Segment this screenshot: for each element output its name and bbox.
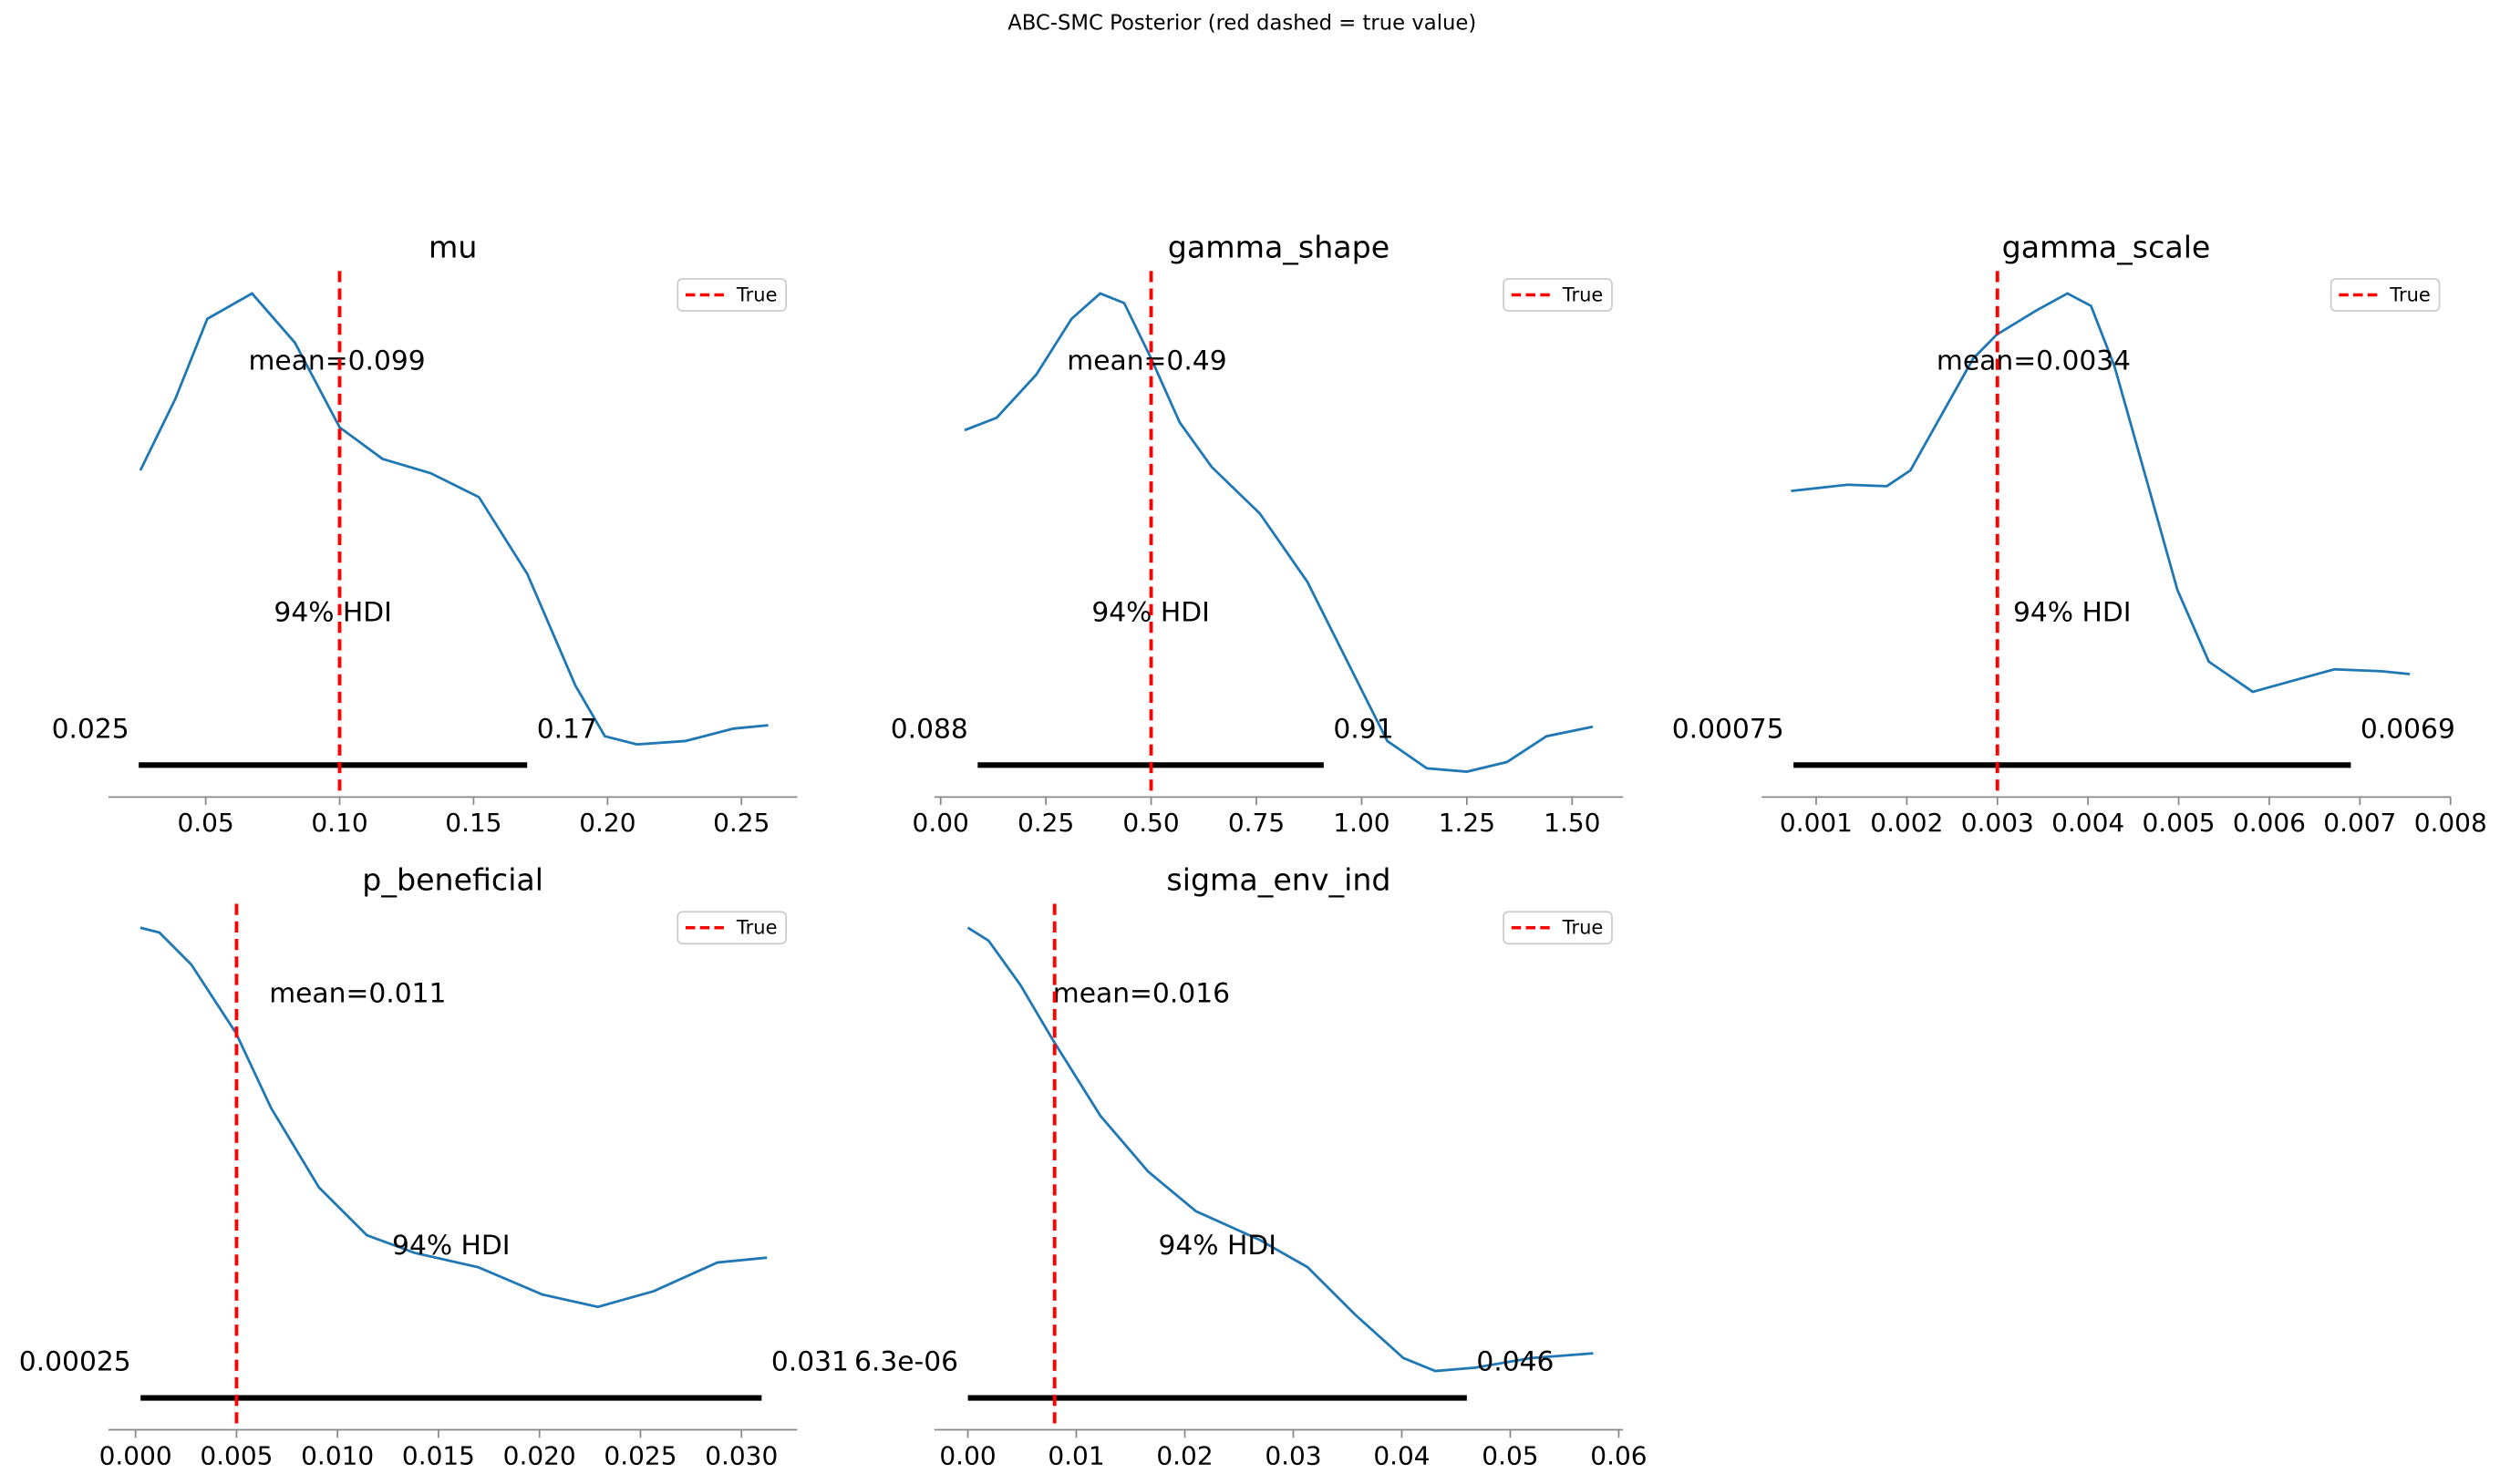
x-tick-label: 0.25 <box>713 808 770 838</box>
panel-title: sigma_env_ind <box>1166 862 1390 898</box>
x-tick-label: 1.25 <box>1439 808 1495 838</box>
density-curve <box>966 926 1594 1373</box>
x-tick-label: 0.06 <box>1590 1440 1647 1470</box>
x-tick-label: 0.000 <box>99 1440 172 1470</box>
x-tick-label: 0.020 <box>503 1440 576 1470</box>
legend-label: True <box>1562 917 1604 939</box>
x-tick-label: 0.75 <box>1228 808 1285 838</box>
x-tick-label: 0.008 <box>2414 808 2487 838</box>
x-tick-label: 0.00 <box>913 808 969 838</box>
hdi-upper-label: 0.0069 <box>2361 713 2455 745</box>
hdi-text: 94% HDI <box>392 1230 511 1262</box>
x-tick-label: 0.04 <box>1373 1440 1430 1470</box>
legend-box <box>1503 278 1613 312</box>
x-tick-label: 0.005 <box>2143 808 2216 838</box>
x-tick-label: 0.015 <box>402 1440 475 1470</box>
x-tick-label: 0.02 <box>1156 1440 1213 1470</box>
panel-title: mu <box>429 229 477 264</box>
x-tick-label: 0.01 <box>1048 1440 1104 1470</box>
x-tick-label: 1.00 <box>1333 808 1389 838</box>
x-tick-label: 0.025 <box>604 1440 677 1470</box>
hdi-upper-label: 0.17 <box>537 713 597 745</box>
x-tick-label: 0.007 <box>2323 808 2396 838</box>
panel-title: gamma_scale <box>2002 229 2211 264</box>
hdi-upper-label: 0.91 <box>1333 713 1393 745</box>
legend-box <box>1503 911 1613 945</box>
x-tick-label: 0.002 <box>1870 808 1943 838</box>
x-tick-label: 1.50 <box>1544 808 1600 838</box>
density-curve <box>139 926 768 1309</box>
hdi-lower-label: 0.088 <box>891 713 968 745</box>
panel-title: gamma_shape <box>1168 229 1389 264</box>
x-tick-label: 0.030 <box>705 1440 778 1470</box>
panel-title: p_beneficial <box>362 862 543 898</box>
hdi-lower-label: 6.3e-06 <box>854 1346 958 1378</box>
density-curve <box>964 292 1594 773</box>
density-curve <box>1791 292 2411 694</box>
x-tick-label: 0.10 <box>311 808 367 838</box>
x-tick-label: 0.005 <box>200 1440 273 1470</box>
hdi-lower-label: 0.00075 <box>1672 713 1784 745</box>
x-tick-label: 0.006 <box>2233 808 2306 838</box>
legend-label: True <box>2389 283 2431 305</box>
legend-label: True <box>736 917 778 939</box>
density-curve <box>139 292 769 747</box>
hdi-upper-label: 0.031 <box>771 1346 849 1378</box>
x-tick-label: 0.001 <box>1780 808 1853 838</box>
legend-box <box>677 278 788 312</box>
mean-label: mean=0.0034 <box>1937 345 2131 376</box>
x-tick-label: 0.05 <box>1482 1440 1538 1470</box>
x-tick-label: 0.003 <box>1961 808 2034 838</box>
hdi-text: 94% HDI <box>2013 597 2132 629</box>
figure-title: ABC-SMC Posterior (red dashed = true val… <box>1007 12 1476 36</box>
hdi-lower-label: 0.00025 <box>19 1346 131 1378</box>
x-tick-label: 0.05 <box>177 808 233 838</box>
mean-label: mean=0.016 <box>1053 978 1230 1010</box>
legend-label: True <box>1562 283 1604 305</box>
x-tick-label: 0.00 <box>939 1440 996 1470</box>
legend-box <box>2330 278 2441 312</box>
mean-label: mean=0.011 <box>269 978 446 1010</box>
hdi-upper-label: 0.046 <box>1476 1346 1554 1378</box>
x-tick-label: 0.03 <box>1265 1440 1321 1470</box>
hdi-lower-label: 0.025 <box>52 713 129 745</box>
legend-box <box>677 911 788 945</box>
x-tick-label: 0.50 <box>1122 808 1179 838</box>
x-tick-label: 0.15 <box>445 808 501 838</box>
mean-label: mean=0.099 <box>248 345 425 376</box>
legend-label: True <box>736 283 778 305</box>
x-tick-label: 0.010 <box>301 1440 374 1470</box>
mean-label: mean=0.49 <box>1067 345 1226 376</box>
hdi-text: 94% HDI <box>1158 1230 1276 1262</box>
x-tick-label: 0.004 <box>2051 808 2124 838</box>
x-tick-label: 0.25 <box>1018 808 1074 838</box>
x-tick-label: 0.20 <box>579 808 635 838</box>
hdi-text: 94% HDI <box>274 597 392 629</box>
